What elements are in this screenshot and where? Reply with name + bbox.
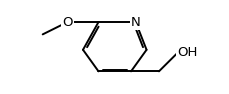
Text: OH: OH	[177, 46, 197, 59]
Text: O: O	[62, 16, 72, 29]
Text: N: N	[130, 16, 140, 29]
